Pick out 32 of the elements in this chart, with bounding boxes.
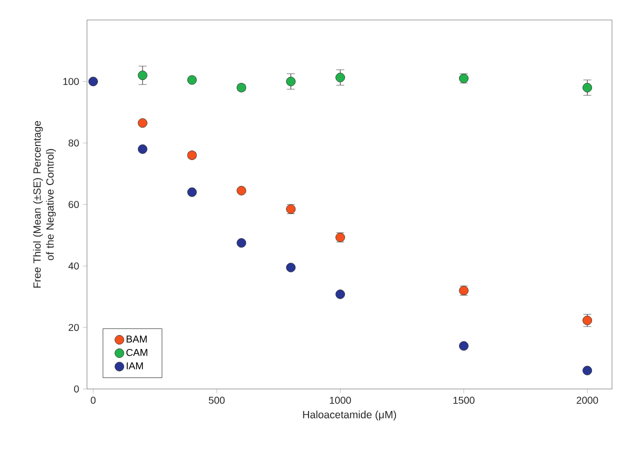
y-tick-label: 40: [68, 262, 79, 270]
x-axis-title: Haloacetamide (μM): [303, 410, 396, 420]
x-tick-label: 1500: [453, 396, 474, 404]
point: [187, 75, 197, 85]
point: [236, 238, 246, 248]
point: [138, 144, 148, 154]
y-tick-label: 60: [68, 200, 79, 208]
point: [236, 186, 246, 196]
y-tick-label: 100: [63, 78, 79, 86]
legend-label: BAM: [126, 336, 147, 342]
point: [335, 72, 345, 82]
x-tick-label: 2000: [576, 396, 598, 404]
point: [138, 118, 148, 128]
x-tick-label: 0: [90, 396, 96, 404]
point: [187, 187, 197, 197]
point: [88, 76, 98, 86]
y-axis-title: Free Thiol (Mean (±SE) Percentage of the Negative Control): [33, 121, 56, 288]
point: [582, 82, 592, 92]
point: [459, 341, 469, 351]
legend-label: IAM: [126, 362, 143, 370]
point: [286, 262, 296, 272]
point: [138, 70, 148, 80]
y-tick-label: 0: [74, 385, 79, 393]
point: [286, 76, 296, 86]
x-tick-label: 500: [208, 396, 225, 404]
x-tick-label: 1000: [330, 396, 351, 404]
y-tick-label: 20: [68, 324, 79, 332]
point: [335, 290, 345, 300]
point: [582, 316, 592, 326]
y-tick-label: 80: [68, 139, 79, 147]
legend-label: CAM: [126, 348, 148, 356]
point: [582, 366, 592, 376]
